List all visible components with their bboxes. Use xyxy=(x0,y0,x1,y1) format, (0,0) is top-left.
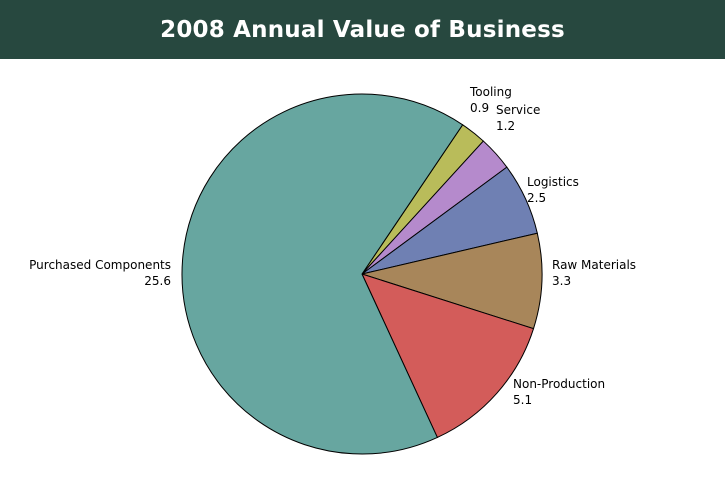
slice-value-non-production: 5.1 xyxy=(513,393,532,407)
pie-labels: Tooling 0.9 Service 1.2 Logistics 2.5 Raw Mate… xyxy=(29,85,636,407)
slice-label-non-production: Non-Production xyxy=(513,377,605,391)
slice-value-raw-materials: 3.3 xyxy=(552,274,571,288)
slice-label-raw-materials: Raw Materials xyxy=(552,258,636,272)
slice-label-logistics: Logistics xyxy=(527,175,579,189)
slice-label-purchased-components: Purchased Components xyxy=(29,258,171,272)
slice-value-tooling: 0.9 xyxy=(470,101,489,115)
slice-value-purchased-components: 25.6 xyxy=(144,274,171,288)
pie-slices xyxy=(181,93,543,455)
slice-value-service: 1.2 xyxy=(496,119,515,133)
chart-title: 2008 Annual Value of Business xyxy=(160,16,565,43)
pie-slice-purchased-components xyxy=(181,93,464,455)
slice-value-logistics: 2.5 xyxy=(527,191,546,205)
chart-area: Tooling 0.9 Service 1.2 Logistics 2.5 Raw Mate… xyxy=(0,59,725,500)
chart-title-banner: 2008 Annual Value of Business xyxy=(0,0,725,59)
pie-slice-non-production xyxy=(361,273,535,439)
slice-label-tooling: Tooling xyxy=(469,85,512,99)
pie-slice-raw-materials xyxy=(360,232,543,330)
pie-chart: Tooling 0.9 Service 1.2 Logistics 2.5 Raw Mate… xyxy=(29,85,636,455)
slice-label-service: Service xyxy=(496,103,540,117)
